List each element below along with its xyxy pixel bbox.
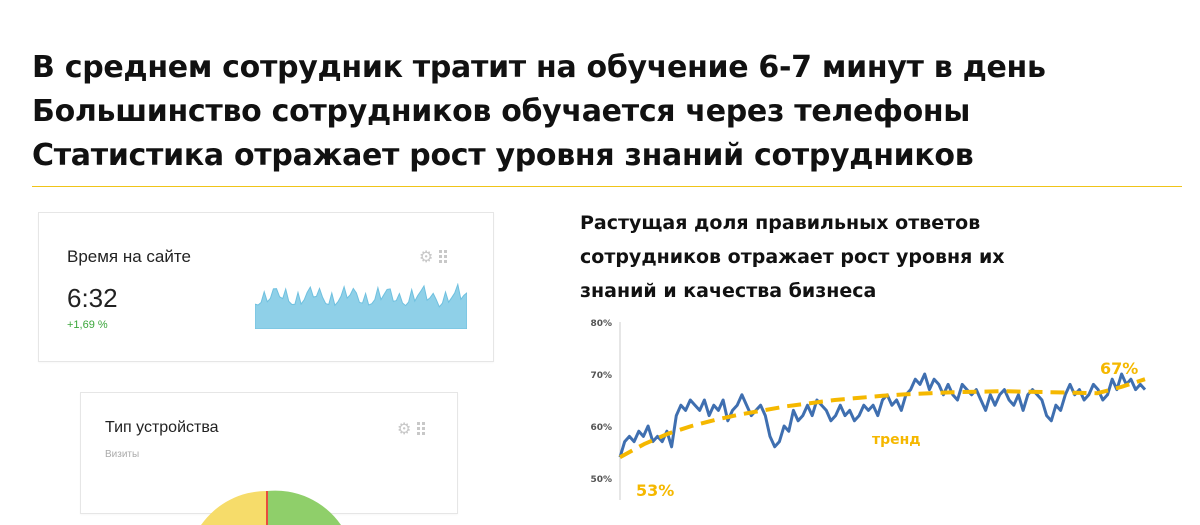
time-widget-controls: ⚙ (419, 247, 448, 266)
y-axis: 80% 70% 60% 50% (590, 319, 621, 500)
device-type-widget: Тип устройства Визиты ⚙ (80, 392, 458, 525)
y-tick-label: 50% (590, 475, 612, 485)
annotation-67: 67% (1100, 359, 1138, 378)
time-widget-delta: +1,69 % (67, 319, 108, 331)
chart-lines (618, 372, 1147, 459)
chart-annotations: 67% 53% тренд (636, 359, 1138, 500)
annotation-trend: тренд (872, 432, 921, 448)
drag-handle-icon[interactable] (417, 422, 426, 435)
sparkline-area (255, 283, 467, 329)
trend-line (619, 377, 1146, 459)
pie-slice-green (267, 490, 341, 525)
y-tick-label: 60% (590, 423, 612, 433)
time-widget-title: Время на сайте (67, 247, 191, 266)
chart-title-line-1: Растущая доля правильных ответов (580, 212, 981, 234)
correct-answers-series-line (618, 372, 1147, 458)
chart-title: Растущая доля правильных ответов сотрудн… (580, 206, 1140, 308)
gear-icon[interactable]: ⚙ (397, 419, 412, 438)
device-widget-title: Тип устройства (105, 419, 219, 436)
headline-line-1: В среднем сотрудник тратит на обучение 6… (32, 50, 1046, 85)
y-tick-label: 70% (590, 371, 612, 381)
headline: В среднем сотрудник тратит на обучение 6… (32, 46, 1182, 178)
device-pie-chart (201, 490, 341, 525)
annotation-53: 53% (636, 481, 674, 500)
chart-title-line-3: знаний и качества бизнеса (580, 280, 877, 302)
headline-divider (32, 186, 1182, 187)
headline-line-2: Большинство сотрудников обучается через … (32, 94, 971, 129)
time-widget-value: 6:32 (67, 283, 118, 313)
time-sparkline (255, 283, 467, 329)
device-widget-subtitle: Визиты (105, 449, 140, 460)
chart-title-line-2: сотрудников отражает рост уровня их (580, 246, 1005, 268)
drag-handle-icon[interactable] (439, 250, 448, 263)
headline-line-3: Статистика отражает рост уровня знаний с… (32, 138, 974, 173)
device-widget-controls: ⚙ (397, 419, 426, 438)
correct-answers-line-chart: 80% 70% 60% 50% 67% 53% тренд (590, 319, 1147, 500)
gear-icon[interactable]: ⚙ (419, 247, 434, 266)
y-tick-label: 80% (590, 319, 612, 329)
time-on-site-widget: Время на сайте ⚙ 6:32 +1,69 % (38, 212, 494, 362)
pie-slice-yellow (201, 490, 267, 525)
